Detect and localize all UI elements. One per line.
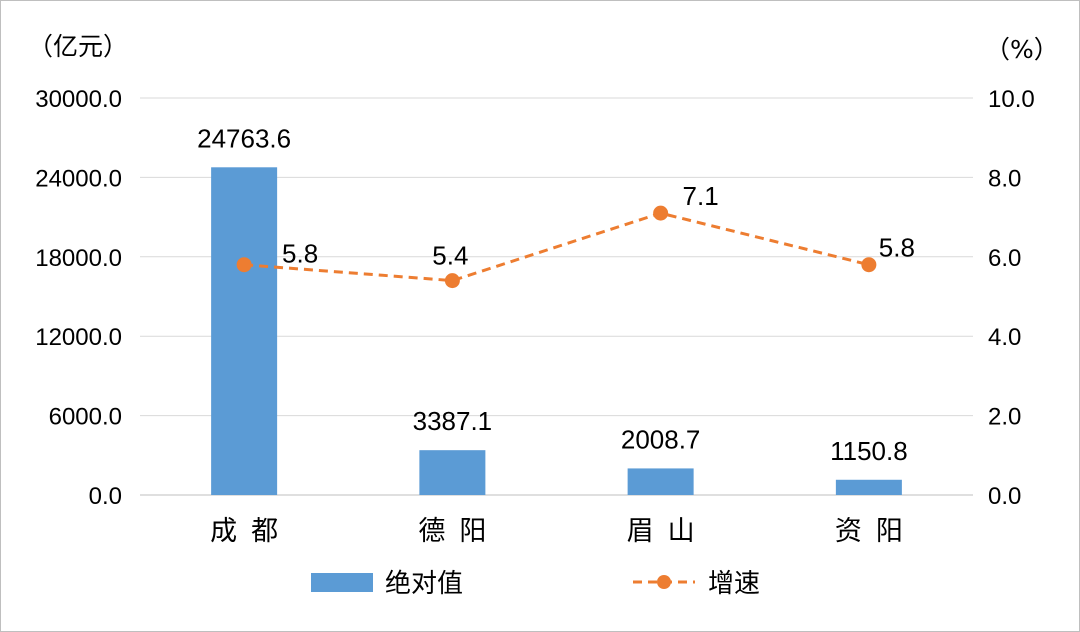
bar-data-label: 3387.1 [413, 406, 493, 436]
right-axis-ticks: 0.0 2.0 4.0 6.0 8.0 10.0 [988, 86, 1035, 510]
bar [419, 450, 486, 495]
line-point [861, 257, 877, 273]
bar-data-label: 1150.8 [830, 436, 908, 466]
category-label: 眉山 [627, 516, 709, 547]
category-labels: 成都 德阳 眉山 资阳 [210, 516, 917, 547]
left-tick-label: 12000.0 [35, 324, 122, 351]
line-series: 5.8 5.4 7.1 5.8 [236, 181, 915, 289]
left-tick-label: 30000.0 [35, 86, 122, 113]
left-tick-label: 24000.0 [35, 165, 122, 192]
right-tick-label: 10.0 [988, 86, 1035, 113]
line-data-label: 7.1 [683, 181, 719, 211]
left-tick-label: 0.0 [89, 483, 122, 510]
left-tick-label: 18000.0 [35, 245, 122, 272]
line-data-label: 5.4 [432, 241, 468, 271]
category-label: 资阳 [835, 516, 917, 547]
legend-bar-label: 绝对值 [385, 569, 463, 599]
bar [627, 468, 694, 495]
legend: 绝对值 增速 [311, 569, 760, 599]
bar-series: 24763.6 3387.1 2008.7 1150.8 [197, 123, 908, 495]
bar [835, 479, 902, 495]
bar-data-label: 24763.6 [197, 123, 291, 153]
right-tick-label: 6.0 [988, 245, 1021, 272]
right-axis-unit: （%） [985, 35, 1059, 64]
legend-line-label: 增速 [708, 569, 760, 599]
gridlines [140, 97, 973, 496]
line-point [653, 205, 669, 221]
left-axis-unit: （亿元） [28, 32, 128, 61]
right-tick-label: 4.0 [988, 324, 1021, 351]
legend-bar-swatch [311, 573, 373, 592]
right-tick-label: 2.0 [988, 404, 1021, 431]
line-data-label: 5.8 [282, 239, 318, 269]
left-tick-label: 6000.0 [49, 404, 122, 431]
right-tick-label: 0.0 [988, 483, 1021, 510]
category-label: 成都 [210, 516, 292, 547]
right-tick-label: 8.0 [988, 165, 1021, 192]
line-point [236, 257, 252, 273]
bar-data-label: 2008.7 [621, 424, 701, 454]
growth-line [244, 211, 870, 283]
bar [211, 167, 278, 495]
line-data-label: 5.8 [879, 233, 915, 263]
legend-line-marker [657, 575, 671, 589]
category-label: 德阳 [418, 516, 500, 547]
left-axis-ticks: 0.0 6000.0 12000.0 18000.0 24000.0 30000.0 [35, 86, 122, 510]
line-point [444, 273, 460, 289]
